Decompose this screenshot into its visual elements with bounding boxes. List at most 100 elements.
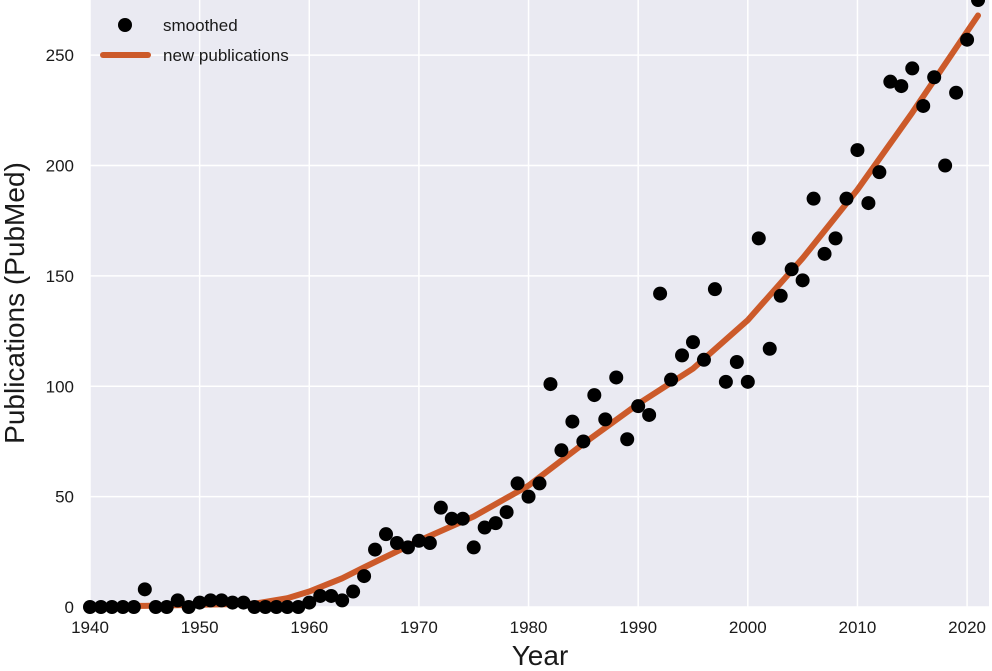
scatter-point <box>203 593 218 608</box>
scatter-point <box>587 388 602 403</box>
x-tick-label: 2000 <box>729 618 767 637</box>
legend-label-smoothed: smoothed <box>163 16 238 35</box>
scatter-point <box>696 352 711 367</box>
y-tick-labels: 0 50 100 150 200 250 <box>46 46 74 617</box>
x-tick-label: 1990 <box>619 618 657 637</box>
y-tick-label: 200 <box>46 157 74 176</box>
scatter-point <box>137 582 152 597</box>
scatter-point <box>148 600 163 614</box>
scatter-point <box>510 476 525 491</box>
scatter-point <box>477 520 492 535</box>
scatter-point <box>313 588 328 603</box>
scatter-point <box>565 414 580 429</box>
scatter-point <box>707 282 722 297</box>
scatter-point <box>784 262 799 277</box>
legend-label-new-publications: new publications <box>163 46 289 65</box>
scatter-point <box>576 434 591 449</box>
x-tick-label: 1960 <box>290 618 328 637</box>
scatter-point <box>894 79 909 94</box>
scatter-point <box>368 542 383 557</box>
scatter-point <box>675 348 690 363</box>
scatter-point <box>718 374 733 389</box>
scatter-point <box>817 246 832 261</box>
scatter-point <box>927 70 942 85</box>
plot-background <box>90 0 989 607</box>
scatter-point <box>839 191 854 206</box>
scatter-point <box>631 399 646 414</box>
y-tick-label: 50 <box>55 488 74 507</box>
scatter-point <box>192 595 207 610</box>
scatter-point <box>324 588 339 603</box>
scatter-point <box>850 143 865 158</box>
scatter-point <box>400 540 415 555</box>
scatter-point <box>83 600 97 614</box>
scatter-point <box>598 412 613 427</box>
scatter-point <box>554 443 569 458</box>
scatter-point <box>389 535 404 550</box>
scatter-point <box>115 600 130 614</box>
scatter-point <box>916 98 931 113</box>
scatter-point <box>806 191 821 206</box>
x-tick-label: 1950 <box>181 618 219 637</box>
x-tick-label: 2020 <box>948 618 986 637</box>
scatter-point <box>751 231 766 246</box>
scatter-point <box>357 569 372 584</box>
scatter-point <box>346 584 361 599</box>
scatter-point <box>532 476 547 491</box>
scatter-point <box>181 600 196 614</box>
scatter-point <box>258 600 273 614</box>
scatter-point <box>280 600 295 614</box>
scatter-point <box>729 354 744 369</box>
grid-lines <box>89 0 989 608</box>
scatter-point <box>455 511 470 526</box>
scatter-point <box>740 374 755 389</box>
x-axis-title: Year <box>512 640 569 671</box>
scatter-point <box>411 533 426 548</box>
scatter-point <box>379 527 394 542</box>
y-tick-label: 100 <box>46 377 74 396</box>
scatter-point <box>543 377 558 392</box>
scatter-point <box>653 286 668 301</box>
scatter-point <box>488 516 503 531</box>
x-tick-label: 2010 <box>839 618 877 637</box>
legend-marker-smoothed <box>118 18 132 32</box>
scatter-point <box>905 61 920 76</box>
scatter-point <box>225 595 240 610</box>
scatter-point <box>960 32 975 47</box>
scatter-point <box>971 0 986 7</box>
scatter-point <box>247 600 262 614</box>
scatter-point <box>828 231 843 246</box>
scatter-point <box>795 273 810 288</box>
scatter-points <box>83 0 986 614</box>
x-tick-label: 1980 <box>510 618 548 637</box>
scatter-point <box>433 500 448 515</box>
scatter-point <box>104 600 119 614</box>
scatter-point <box>422 535 437 550</box>
x-tick-label: 1970 <box>400 618 438 637</box>
scatter-point <box>214 593 229 608</box>
scatter-point <box>609 370 624 385</box>
scatter-point <box>126 600 141 614</box>
scatter-point <box>642 407 657 422</box>
scatter-point <box>499 505 514 520</box>
x-tick-label: 1940 <box>71 618 109 637</box>
scatter-point <box>685 335 700 350</box>
scatter-point <box>861 196 876 211</box>
scatter-point <box>444 511 459 526</box>
scatter-point <box>291 600 306 614</box>
y-tick-label: 0 <box>65 598 74 617</box>
y-axis-title: Publications (PubMed) <box>0 162 30 444</box>
scatter-point <box>159 600 174 614</box>
x-tick-labels: 1940 1950 1960 1970 1980 1990 2000 2010 2020 <box>71 618 986 637</box>
scatter-point <box>521 489 536 504</box>
scatter-point <box>883 74 898 89</box>
scatter-point <box>872 165 887 180</box>
scatter-point <box>170 593 185 608</box>
scatter-point <box>93 600 108 614</box>
y-tick-label: 250 <box>46 46 74 65</box>
scatter-point <box>949 85 964 100</box>
scatter-point <box>664 372 679 387</box>
legend: smoothed new publications <box>100 16 289 65</box>
scatter-point <box>236 595 251 610</box>
